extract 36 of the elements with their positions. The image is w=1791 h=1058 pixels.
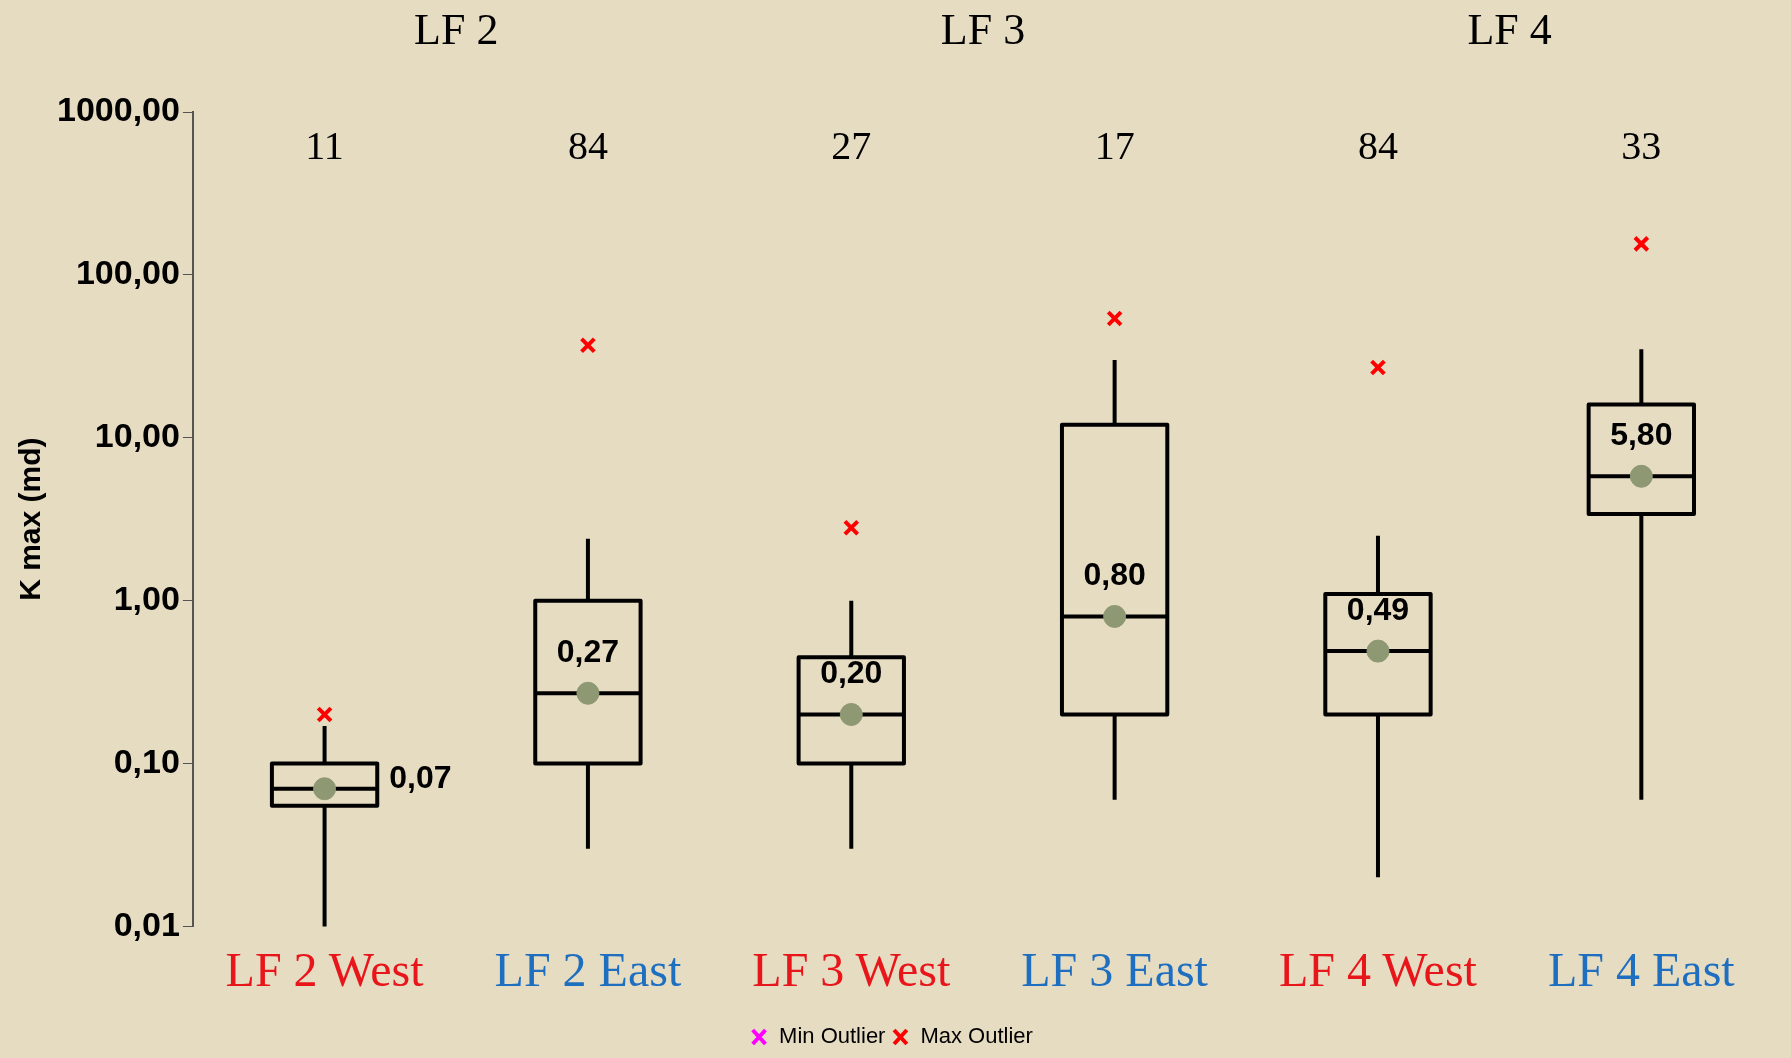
x-tick-label: LF 4 West [1279, 942, 1478, 996]
annotation: 84 [1357, 122, 1398, 168]
point [1106, 310, 1123, 327]
annotation: 27 [831, 122, 872, 168]
x-tick-label: LF 4 East [1548, 942, 1736, 996]
point [316, 706, 333, 723]
legend-label: Max Outlier [920, 1023, 1033, 1049]
annotation: 11 [305, 122, 344, 168]
annotation: 0,20 [820, 654, 883, 691]
legend-label: Min Outlier [779, 1023, 886, 1049]
annotation: 0,07 [389, 758, 452, 795]
y-tick-label: 10,00 [94, 416, 180, 455]
annotation: 0,80 [1083, 556, 1146, 593]
text: LF 3 [940, 4, 1026, 54]
y-tick-label: 1,00 [113, 579, 180, 618]
y-tick-label: 100,00 [75, 253, 180, 292]
y-tick-label: 0,01 [113, 904, 180, 943]
point [1632, 235, 1650, 253]
point [842, 519, 860, 537]
annotation: 33 [1621, 122, 1662, 168]
x-tick-label: LF 2 West [225, 942, 425, 996]
point [579, 336, 597, 354]
annotation: 5,80 [1610, 416, 1673, 453]
y-axis-title: K max (md) [13, 437, 47, 601]
text: LF 2 [414, 4, 499, 54]
text: LF 4 [1467, 4, 1552, 54]
y-tick-label: 0,10 [113, 741, 180, 780]
x-tick-label: LF 3 East [1021, 942, 1209, 996]
annotation: 84 [567, 122, 608, 168]
x-tick-label: LF 2 East [494, 942, 682, 996]
annotation: 17 [1094, 122, 1135, 168]
point [1369, 359, 1387, 376]
x-tick-label: LF 3 West [752, 942, 951, 996]
y-tick-label: 1000,00 [57, 90, 180, 129]
annotation: 0,27 [556, 633, 620, 670]
annotation: 0,49 [1346, 590, 1410, 627]
